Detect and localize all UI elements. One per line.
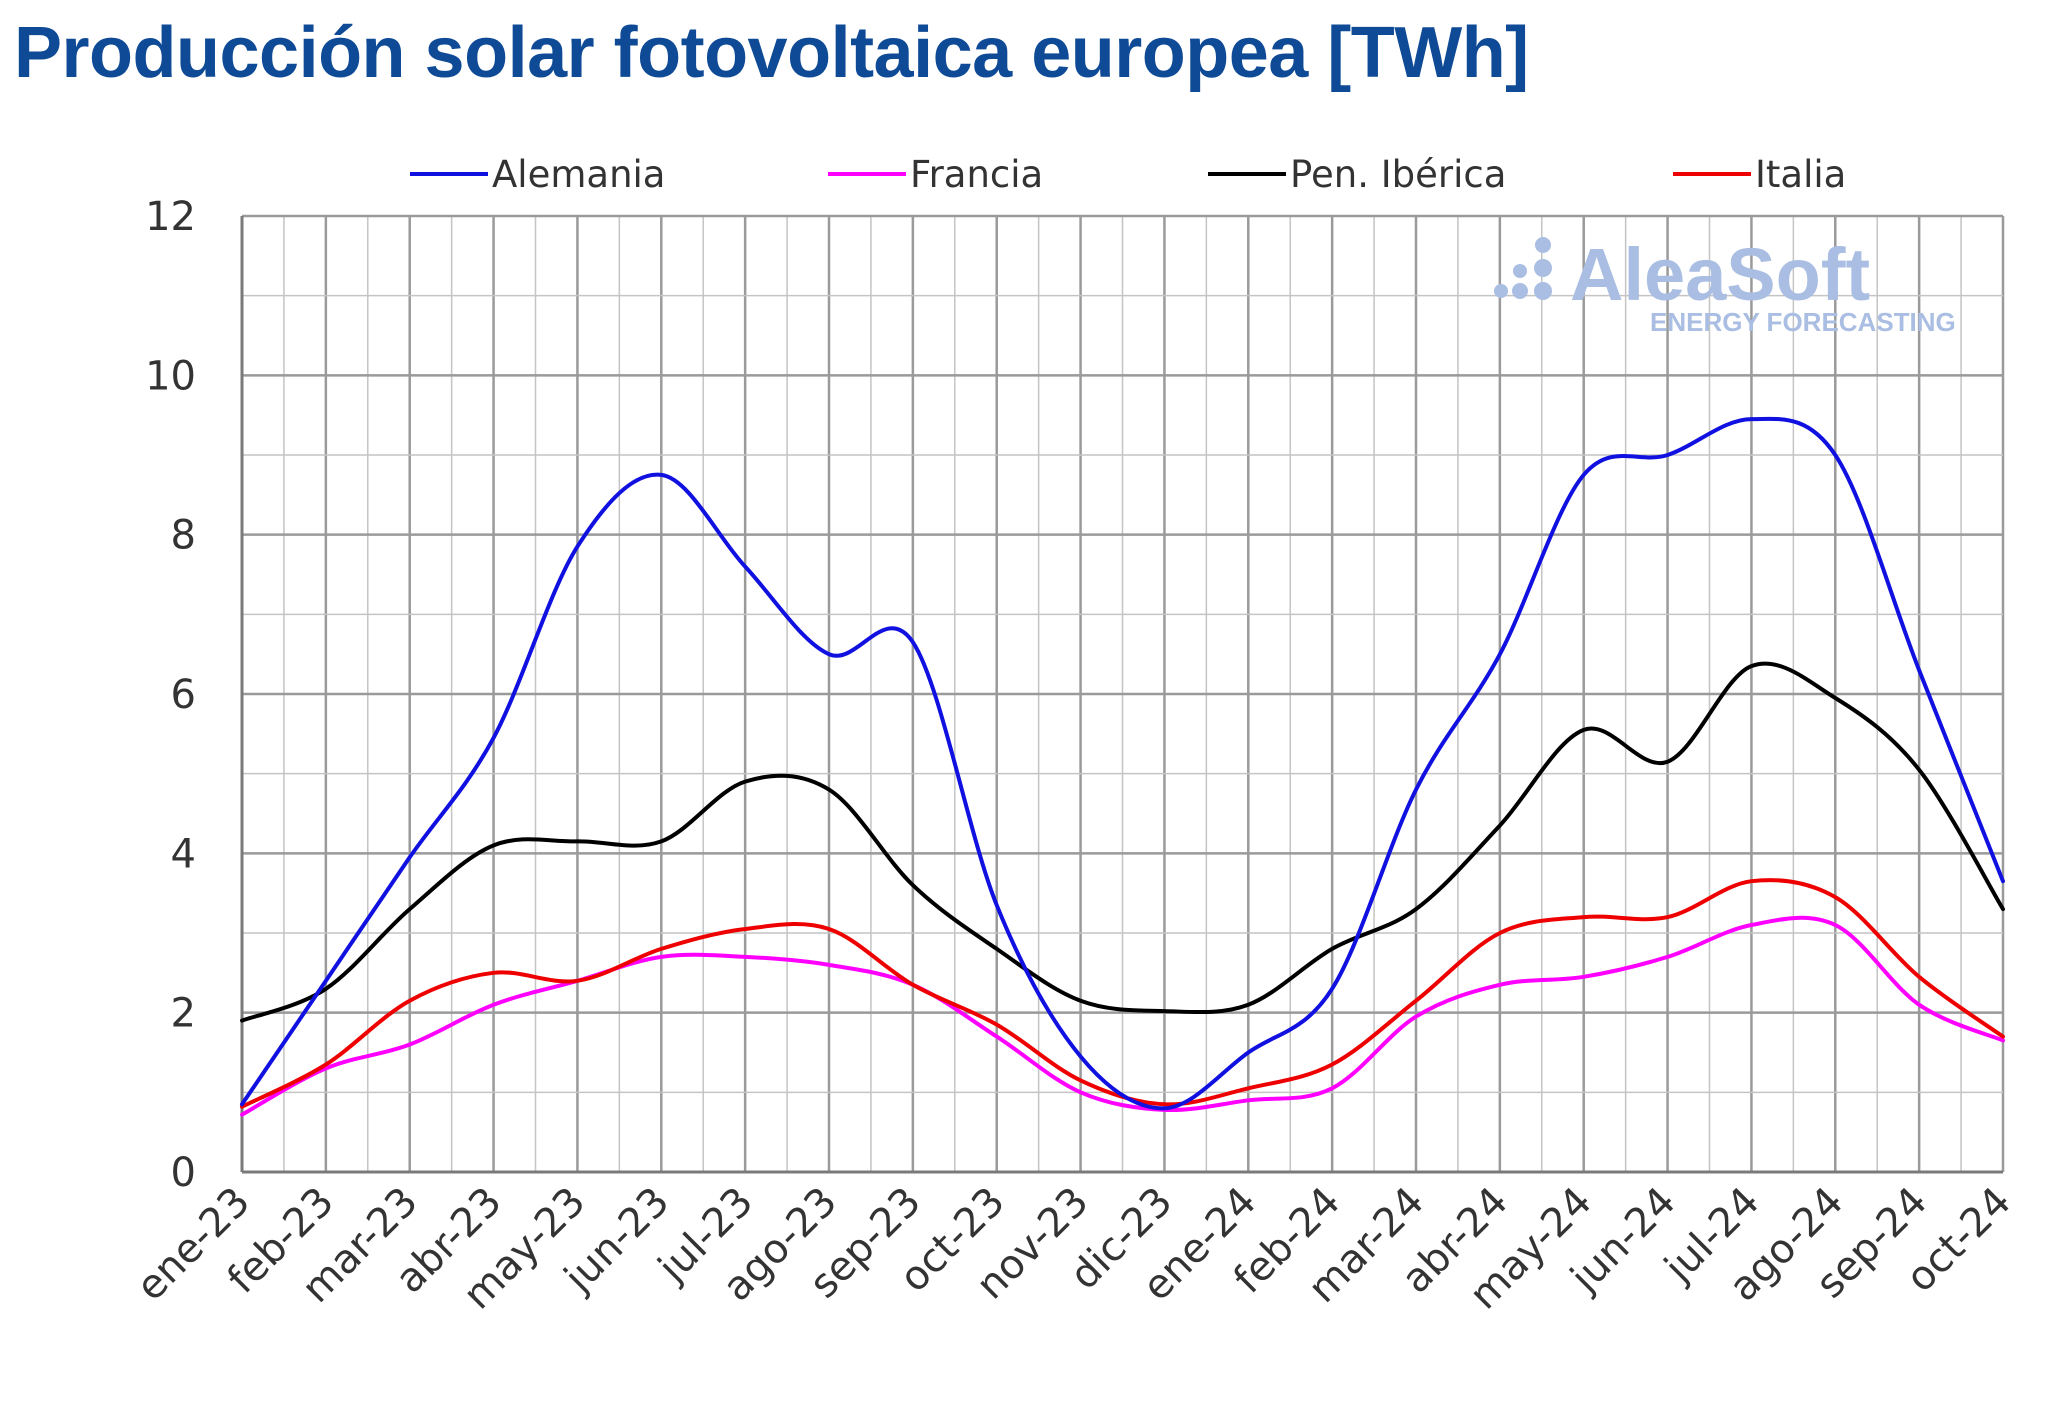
grid bbox=[240, 214, 2005, 1174]
legend-label-alemania: Alemania bbox=[492, 153, 665, 196]
legend: Alemania Francia Pen. Ibérica Italia bbox=[410, 153, 1846, 196]
y-tick-label: 10 bbox=[145, 353, 196, 399]
y-tick-label: 2 bbox=[171, 991, 196, 1037]
y-tick-label: 6 bbox=[171, 672, 196, 718]
axes bbox=[240, 216, 2003, 1174]
y-tick-label: 12 bbox=[145, 194, 196, 240]
logo-name: AleaSoft bbox=[1570, 233, 1870, 316]
series bbox=[240, 416, 2005, 1117]
chart-title: Producción solar fotovoltaica europea [T… bbox=[14, 13, 1529, 93]
series-line-pen-iberica bbox=[240, 661, 2005, 1023]
y-tick-label: 4 bbox=[171, 831, 196, 877]
logo-tagline: ENERGY FORECASTING bbox=[1650, 307, 1956, 337]
aleasoft-logo: AleaSoft ENERGY FORECASTING bbox=[1494, 233, 1956, 337]
y-tick-label: 8 bbox=[171, 513, 196, 559]
x-tick-labels: ene-23feb-23mar-23abr-23may-23jun-23jul-… bbox=[128, 1179, 2020, 1319]
y-tick-label: 0 bbox=[171, 1150, 196, 1196]
legend-label-italia: Italia bbox=[1755, 153, 1846, 196]
y-tick-labels: 0 2 4 6 8 10 12 bbox=[145, 194, 196, 1196]
legend-label-pen-iberica: Pen. Ibérica bbox=[1290, 153, 1506, 196]
legend-label-francia: Francia bbox=[910, 153, 1043, 196]
series-line-alemania bbox=[240, 416, 2005, 1111]
series-line-francia bbox=[240, 915, 2005, 1117]
logo-dots-icon bbox=[1494, 237, 1552, 300]
